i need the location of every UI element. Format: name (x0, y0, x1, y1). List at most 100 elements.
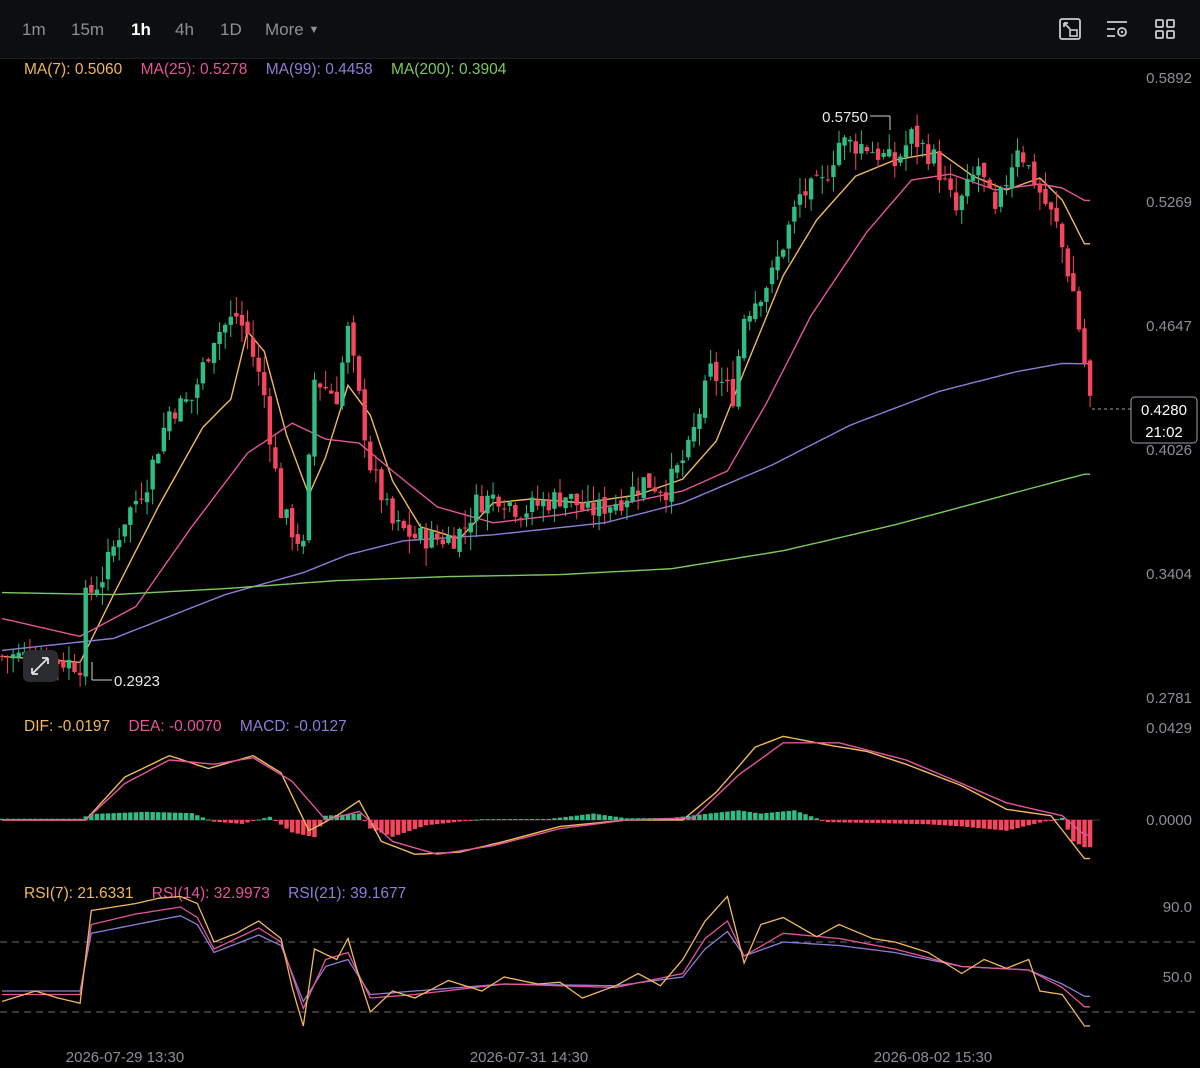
candle (781, 248, 786, 259)
ma7-legend: MA(7): 0.5060 (24, 61, 123, 78)
candle-body (295, 534, 300, 544)
candle (708, 349, 713, 381)
candle-body (1060, 223, 1065, 248)
ma200-legend: MA(200): 0.3904 (390, 61, 507, 78)
macd-histogram-bar (1032, 820, 1037, 824)
candle-body (613, 504, 618, 511)
candle (953, 177, 959, 216)
candle-body (1082, 328, 1087, 364)
candle-body (133, 500, 139, 505)
chart-toggle-icon[interactable] (1058, 17, 1082, 41)
macd-histogram-bar (262, 818, 267, 820)
candle-body (641, 477, 646, 499)
candle-body (317, 383, 323, 388)
macd-histogram-bar (529, 818, 535, 820)
candle-body (758, 301, 764, 307)
timeframe-1d[interactable]: 1D (220, 20, 242, 39)
candle (418, 523, 423, 544)
macd-histogram-bar (156, 812, 161, 820)
candle (803, 178, 808, 209)
candle (1004, 175, 1009, 196)
macd-histogram-bar (619, 817, 624, 820)
macd-histogram-bar (490, 819, 496, 821)
timeframe-more-dropdown[interactable]: More ▼ (265, 20, 319, 40)
candle-body (418, 527, 423, 540)
timeframe-4h[interactable]: 4h (175, 20, 194, 39)
macd-histogram-bar (111, 813, 116, 820)
macd-histogram-bar (1015, 820, 1020, 829)
dif-legend: DIF: -0.0197 (24, 718, 111, 735)
candle (546, 492, 552, 515)
candle (334, 376, 339, 405)
candle (111, 540, 116, 563)
macd-histogram-bar (591, 813, 596, 820)
time-label-3: 2026-08-02 15:30 (874, 1049, 992, 1066)
macd-histogram-bar (89, 813, 94, 820)
candle-body (630, 486, 635, 502)
candle-body (362, 389, 367, 441)
candle (602, 486, 607, 525)
macd-histogram-bar (329, 815, 334, 820)
timeframe-1h[interactable]: 1h (131, 20, 151, 39)
candle-body (1009, 167, 1015, 189)
candle (574, 493, 579, 520)
macd-histogram-bar (574, 815, 579, 820)
macd-histogram-bar (239, 820, 245, 824)
macd-histogram-bar (1043, 820, 1048, 822)
candle (211, 342, 217, 374)
candle (719, 367, 725, 397)
indicator-settings-icon[interactable] (1105, 17, 1129, 41)
caret-down-icon: ▼ (308, 24, 320, 36)
candle (5, 655, 10, 674)
candle (474, 484, 479, 538)
candle (797, 177, 803, 218)
candle-body (446, 535, 451, 543)
candle-body (792, 206, 797, 222)
candle (139, 482, 144, 505)
candle-body (479, 496, 485, 513)
candle (479, 485, 485, 514)
candle (898, 153, 903, 167)
candle-body (474, 494, 479, 521)
candle (870, 141, 875, 154)
candle (66, 646, 72, 681)
macd-histogram-bar (814, 818, 819, 820)
candle-body (524, 513, 529, 518)
candle (284, 508, 289, 525)
macd-histogram-bar (418, 820, 423, 828)
candle (16, 643, 21, 662)
candle-body (769, 267, 775, 285)
candle (825, 165, 831, 183)
candle-body (122, 524, 127, 537)
candle-body (1032, 161, 1037, 186)
candle (1071, 255, 1076, 292)
macd-histogram-bar (178, 812, 183, 820)
macd-histogram-bar (842, 820, 847, 823)
candle (686, 435, 691, 461)
price-tick-label: 0.5269 (1146, 194, 1192, 211)
candle-body (100, 582, 105, 588)
macd-histogram-bar (702, 813, 708, 820)
candle (535, 485, 540, 511)
candle (317, 382, 323, 401)
macd-histogram-bar (608, 815, 613, 820)
candle-body (552, 492, 557, 509)
macd-histogram-bar (937, 820, 942, 826)
macd-histogram-bar (183, 812, 189, 820)
macd-histogram-bar (541, 818, 546, 820)
candle-body (976, 166, 981, 176)
price-chart[interactable]: 0.5892 0.5269 0.4647 0.4026 0.3404 0.2781 0.04… (0, 58, 1200, 1068)
macd-histogram-bar (457, 820, 462, 822)
macd-histogram-bar (836, 820, 842, 823)
expand-arrows-icon (31, 657, 49, 675)
candle (725, 367, 730, 392)
layout-grid-icon[interactable] (1153, 17, 1177, 41)
macd-legend: DIF: -0.0197 DEA: -0.0070 MACD: -0.0127 (24, 718, 361, 736)
candle (993, 183, 998, 215)
expand-chart-button[interactable] (23, 650, 58, 682)
candle-body (691, 426, 697, 442)
candle (368, 435, 373, 474)
candle-body (926, 144, 931, 165)
timeframe-1m[interactable]: 1m (22, 20, 46, 39)
timeframe-15m[interactable]: 15m (71, 20, 105, 39)
